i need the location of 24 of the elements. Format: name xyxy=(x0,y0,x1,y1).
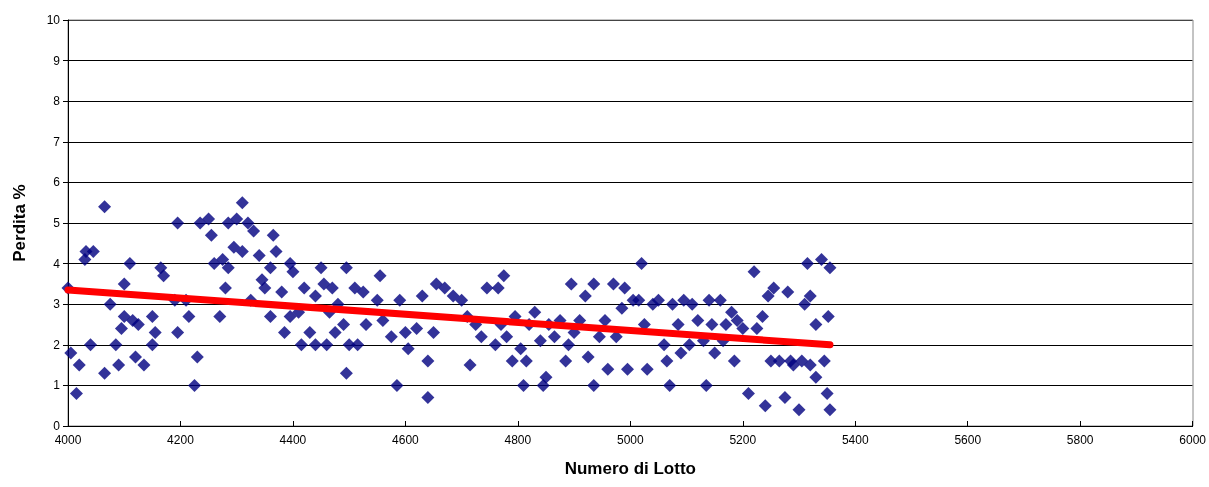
x-tick-label: 4400 xyxy=(279,433,307,447)
x-tick-label: 4200 xyxy=(167,433,195,447)
x-tick-label: 6000 xyxy=(1179,433,1207,447)
y-tick-label: 3 xyxy=(53,297,61,312)
y-tick-label: 5 xyxy=(53,216,61,230)
x-tick-label: 5000 xyxy=(616,433,644,447)
x-axis-title: Numero di Lotto xyxy=(564,459,696,478)
y-tick-label: 9 xyxy=(53,53,61,68)
y-tick-label: 8 xyxy=(53,94,61,109)
x-tick-label: 5800 xyxy=(1066,433,1094,447)
x-tick-label: 4000 xyxy=(54,433,82,447)
x-tick-label: 5400 xyxy=(841,433,869,447)
x-tick-label: 4800 xyxy=(504,433,532,447)
y-tick-label: 2 xyxy=(53,337,61,352)
y-axis-title: Perdita % xyxy=(10,184,29,262)
x-tick-label: 5600 xyxy=(954,433,982,447)
y-tick-label: 6 xyxy=(53,175,61,190)
y-tick-label: 7 xyxy=(53,134,61,149)
y-tick-label: 4 xyxy=(53,256,61,271)
y-tick-label: 0 xyxy=(53,419,61,433)
x-tick-label: 5200 xyxy=(729,433,757,447)
y-tick-label: 10 xyxy=(46,13,61,27)
x-tick-label: 4600 xyxy=(392,433,420,447)
y-tick-label: 1 xyxy=(53,378,61,393)
